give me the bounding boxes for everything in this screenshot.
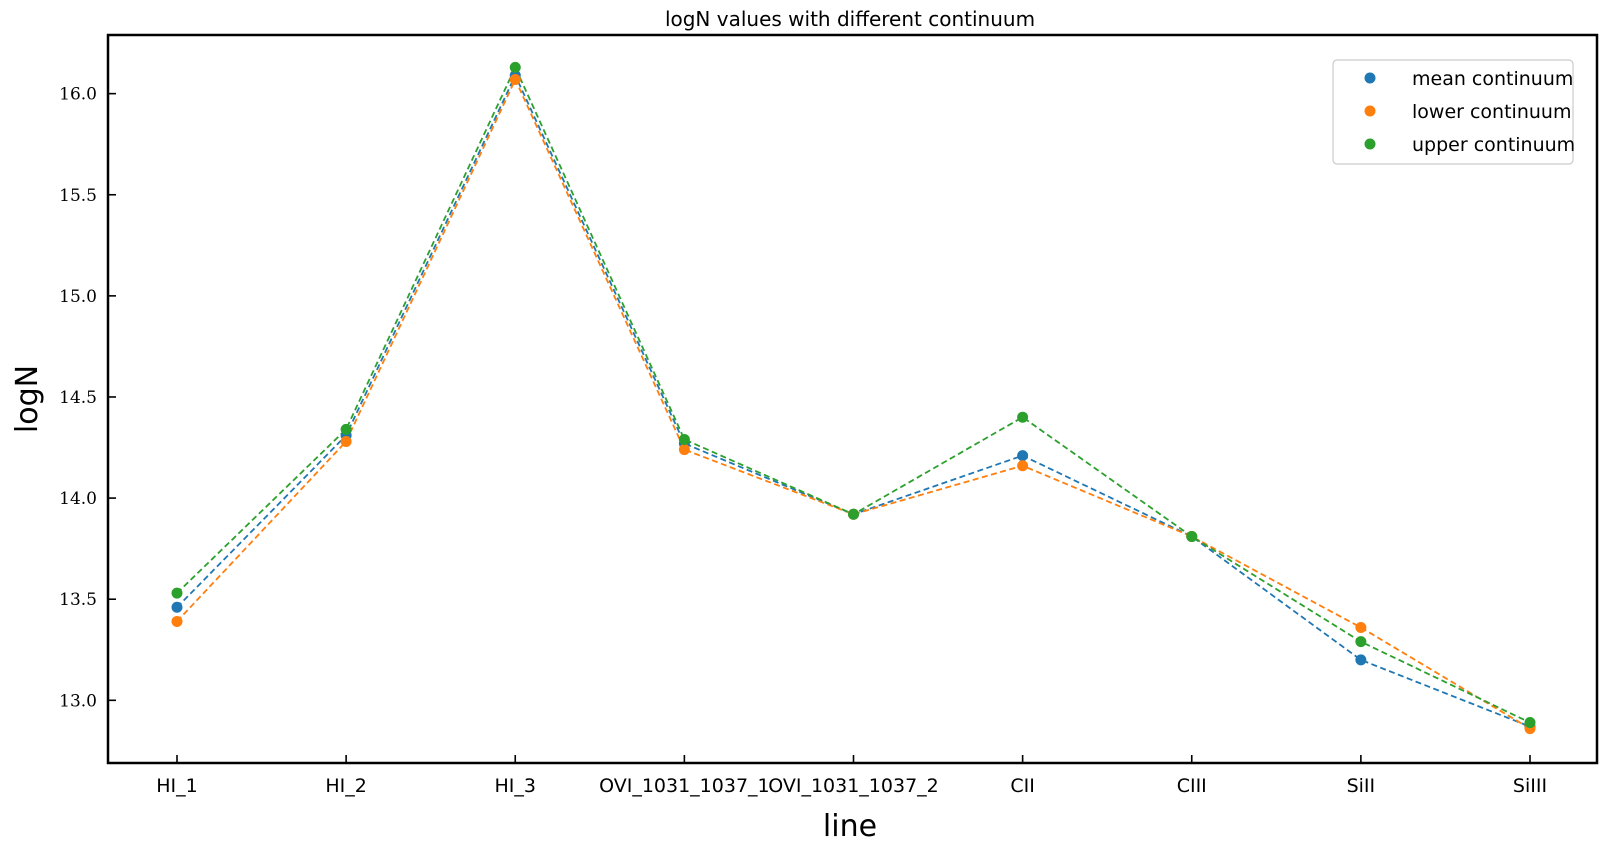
data-point <box>171 587 183 599</box>
y-tick-label: 13.0 <box>59 691 97 711</box>
legend-label: upper continuum <box>1412 134 1575 156</box>
x-tick-label: CII <box>1010 775 1034 797</box>
legend-marker <box>1364 105 1376 117</box>
series-line-1 <box>176 77 1531 730</box>
legend-box <box>1332 59 1574 165</box>
x-tick-label: SiIII <box>1513 775 1547 797</box>
data-point <box>1355 636 1367 648</box>
axis-ticks: 13.0 13.5 14.0 14.5 15.0 15.5 16.0 HI_1 HI_2 HI_3… <box>59 85 1547 797</box>
series-points <box>171 61 1536 735</box>
data-point <box>1017 450 1029 462</box>
y-tick-label: 14.5 <box>59 388 97 408</box>
legend-label: mean continuum <box>1412 68 1573 90</box>
x-tick-label: HI_1 <box>156 775 197 797</box>
plot-frame <box>106 33 1599 765</box>
data-point <box>678 433 690 445</box>
y-axis-label: logN <box>10 365 45 433</box>
data-point <box>1524 717 1536 729</box>
chart-title: logN values with different continuum <box>665 7 1035 31</box>
legend-marker <box>1364 72 1376 84</box>
legend: mean continuum lower continuum upper conti… <box>1332 59 1575 165</box>
data-point <box>171 601 183 613</box>
x-tick-label: OVI_1031_1037_1 <box>599 775 770 797</box>
y-tick-label: 15.0 <box>59 287 97 307</box>
legend-marker <box>1364 138 1376 150</box>
x-tick-label: HI_3 <box>495 775 536 797</box>
data-point <box>1017 460 1029 472</box>
data-point <box>171 615 183 627</box>
x-tick-label: HI_2 <box>325 775 366 797</box>
data-point <box>1017 411 1029 423</box>
data-point <box>509 61 521 73</box>
data-point <box>848 508 859 520</box>
series-line-0 <box>176 73 1531 728</box>
series-lines <box>176 65 1531 730</box>
data-point <box>340 423 352 435</box>
data-point <box>1186 531 1198 543</box>
x-axis-label: line <box>823 809 877 844</box>
data-point <box>1355 654 1367 666</box>
x-tick-label: SiII <box>1347 775 1376 797</box>
y-tick-label: 16.0 <box>59 85 97 105</box>
series-line-2 <box>176 65 1531 724</box>
data-point <box>509 73 521 85</box>
data-point <box>1355 622 1367 634</box>
legend-label: lower continuum <box>1412 101 1571 123</box>
data-point <box>678 444 690 456</box>
data-point <box>340 435 352 447</box>
y-tick-label: 15.5 <box>59 186 97 206</box>
x-tick-label: OVI_1031_1037_2 <box>768 775 939 797</box>
x-tick-label: CIII <box>1177 775 1207 797</box>
y-tick-label: 14.0 <box>59 489 97 509</box>
y-tick-label: 13.5 <box>59 590 97 610</box>
